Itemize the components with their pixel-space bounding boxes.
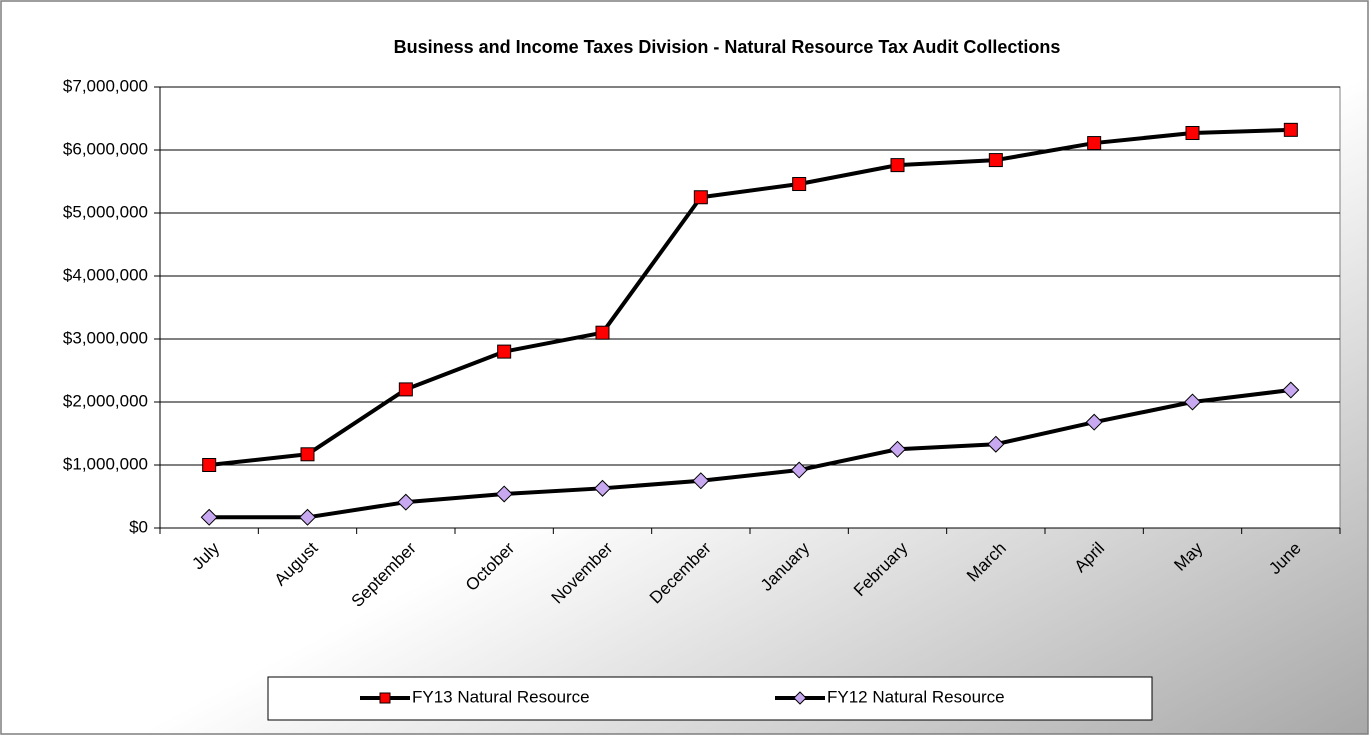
marker	[1183, 393, 1202, 411]
marker	[988, 153, 1003, 168]
y-tick-label: $1,000,000	[63, 454, 148, 473]
marker	[790, 461, 808, 479]
legend-marker	[379, 692, 391, 704]
marker	[987, 435, 1005, 453]
marker	[888, 440, 907, 458]
y-tick-label: $0	[129, 517, 148, 536]
marker	[1282, 381, 1300, 399]
marker	[495, 485, 513, 503]
y-tick-label: $6,000,000	[63, 139, 148, 158]
marker	[593, 479, 612, 497]
marker	[1283, 122, 1298, 137]
legend	[267, 676, 1153, 721]
y-tick-label: $3,000,000	[63, 328, 148, 347]
plot-area	[159, 86, 1341, 529]
marker	[398, 382, 413, 397]
marker	[692, 472, 710, 490]
legend-marker	[793, 691, 807, 705]
marker	[298, 508, 317, 526]
marker	[300, 447, 315, 462]
marker	[890, 158, 905, 173]
y-tick-label: $4,000,000	[63, 265, 148, 284]
marker	[202, 458, 217, 472]
series-line	[208, 127, 1291, 467]
marker	[693, 190, 708, 205]
marker	[397, 493, 415, 511]
marker	[792, 177, 807, 192]
legend-label: FY12 Natural Resource	[827, 687, 1005, 706]
marker	[497, 344, 512, 359]
marker	[595, 325, 610, 340]
marker	[1085, 413, 1103, 431]
series-line	[209, 388, 1292, 520]
y-tick-label: $5,000,000	[63, 202, 148, 221]
y-tick-label: $2,000,000	[63, 391, 148, 410]
chart-title: Business and Income Taxes Division - Nat…	[394, 37, 1061, 57]
marker	[200, 508, 218, 526]
legend-label: FY13 Natural Resource	[412, 687, 590, 706]
y-tick-label: $7,000,000	[63, 76, 148, 95]
marker	[1185, 125, 1200, 140]
marker	[1087, 136, 1102, 151]
